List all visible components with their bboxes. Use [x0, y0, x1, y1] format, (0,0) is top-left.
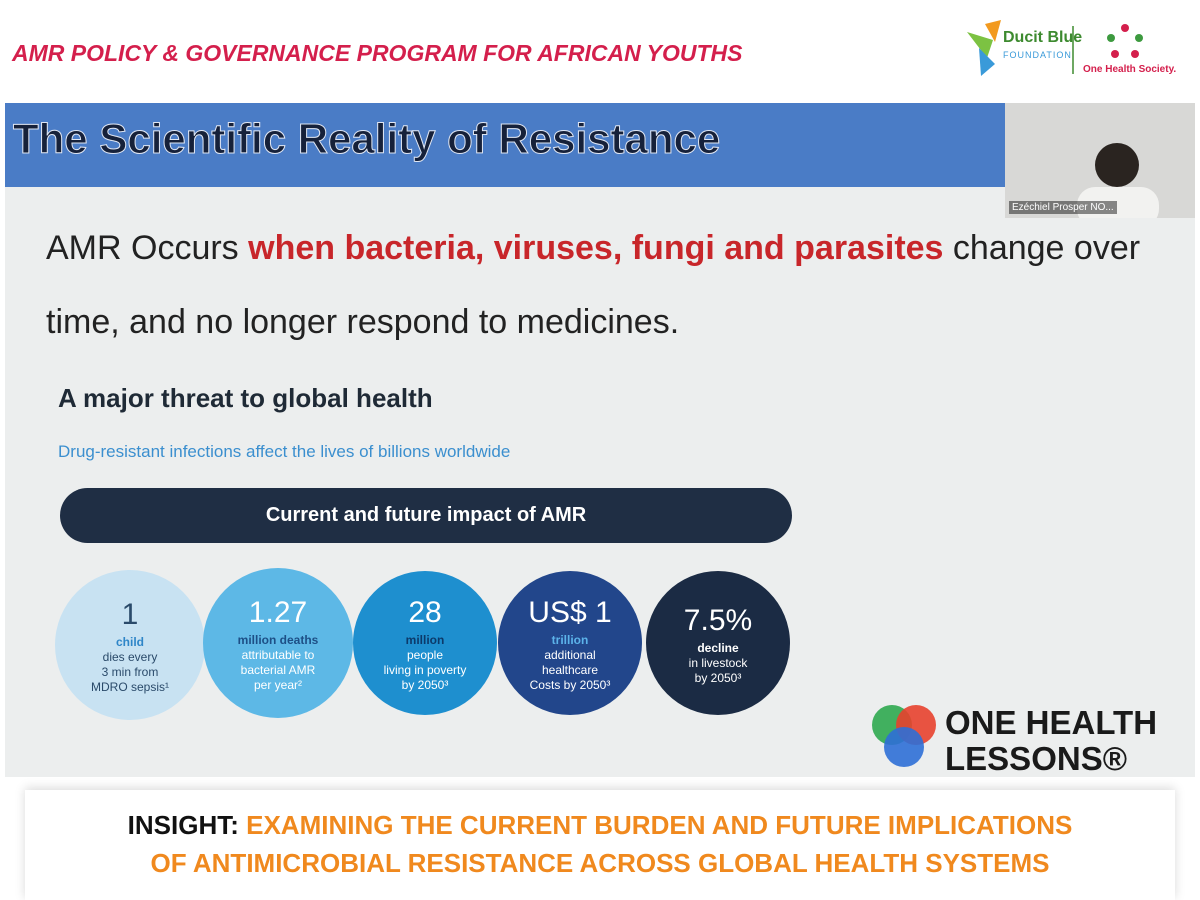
- subtext: Drug-resistant infections affect the liv…: [58, 442, 511, 461]
- statement: AMR Occurs when bacteria, viruses, fungi…: [46, 229, 1140, 268]
- brand: ONE HEALTH LESSONS®: [945, 705, 1157, 777]
- lead: child: [115, 635, 144, 649]
- figure: US$ 1: [528, 596, 612, 629]
- text: change over: [943, 229, 1141, 267]
- footer-text: EXAMINING THE CURRENT BURDEN AND FUTURE …: [246, 810, 1073, 840]
- description: in livestock: [688, 655, 748, 670]
- figure: 1: [121, 598, 139, 631]
- webcam-name: Ezéchiel Prosper NO...: [1009, 201, 1117, 214]
- text: AMR Occurs: [46, 229, 249, 267]
- footer-line: INSIGHT: EXAMINING THE CURRENT BURDEN AN…: [25, 810, 1175, 841]
- logo-tagline: FOUNDATION: [1003, 50, 1072, 60]
- brand-line: ONE HEALTH: [945, 704, 1158, 741]
- description: people: [406, 648, 444, 662]
- footer: INSIGHT: EXAMINING THE CURRENT BURDEN AN…: [25, 790, 1175, 900]
- description: attributable to: [241, 648, 315, 662]
- figure: 28: [408, 596, 442, 629]
- description: additional: [544, 648, 596, 662]
- description: 3 min from: [101, 665, 159, 679]
- title-bar: [5, 103, 1005, 187]
- figure: 1.27: [248, 596, 308, 629]
- lead: million: [405, 633, 445, 647]
- footer-label: INSIGHT:: [127, 810, 239, 840]
- lead: million deaths: [237, 633, 319, 647]
- description: bacterial AMR: [240, 663, 316, 677]
- impact-circle: 28 million people living in poverty by 2050³: [353, 571, 497, 715]
- lead: decline: [697, 640, 739, 655]
- statement: time, and no longer respond to medicines…: [46, 303, 680, 341]
- presenter: [1077, 143, 1159, 218]
- description: healthcare: [541, 663, 599, 677]
- description: MDRO sepsis¹: [90, 680, 169, 694]
- banner: Current and future impact of AMR: [60, 488, 792, 543]
- lead: trillion: [551, 633, 589, 647]
- header-title: AMR POLICY & GOVERNANCE PROGRAM FOR AFRI…: [12, 40, 743, 66]
- impact-circle: 1 child dies every 3 min from MDRO sepsis¹: [55, 570, 205, 720]
- description: Costs by 2050³: [529, 678, 611, 692]
- logo-name: Ducit Blue: [1003, 29, 1082, 46]
- webcam: Ezéchiel Prosper NO...: [1005, 103, 1195, 218]
- impact-circle: 1.27 million deaths attributable to bacteri…: [203, 568, 353, 718]
- description: by 2050³: [401, 678, 449, 692]
- slide: The Scientific Reality of Resistance Ezé…: [5, 103, 1195, 777]
- brand-icon: [872, 705, 936, 767]
- brand-line: LESSONS®: [945, 740, 1128, 777]
- description: living in poverty: [383, 663, 467, 677]
- impact-circle: 7.5% decline in livestock by 2050³: [646, 571, 790, 715]
- logos: Ducit Blue FOUNDATION One Health Society…: [967, 20, 1176, 76]
- subheading: A major threat to global health: [58, 383, 433, 413]
- impact-circle: US$ 1 trillion additional healthcare Costs b…: [498, 571, 642, 715]
- description: dies every: [102, 650, 158, 664]
- slide-title: The Scientific Reality of Resistance: [12, 115, 721, 163]
- figure: 7.5%: [683, 603, 753, 637]
- highlight: when bacteria, viruses, fungi and parasi…: [248, 229, 944, 267]
- logo-name: One Health Society.: [1083, 64, 1176, 75]
- footer-text: OF ANTIMICROBIAL RESISTANCE ACROSS GLOBA…: [150, 848, 1050, 878]
- description: by 2050³: [694, 670, 742, 685]
- description: per year²: [253, 678, 303, 692]
